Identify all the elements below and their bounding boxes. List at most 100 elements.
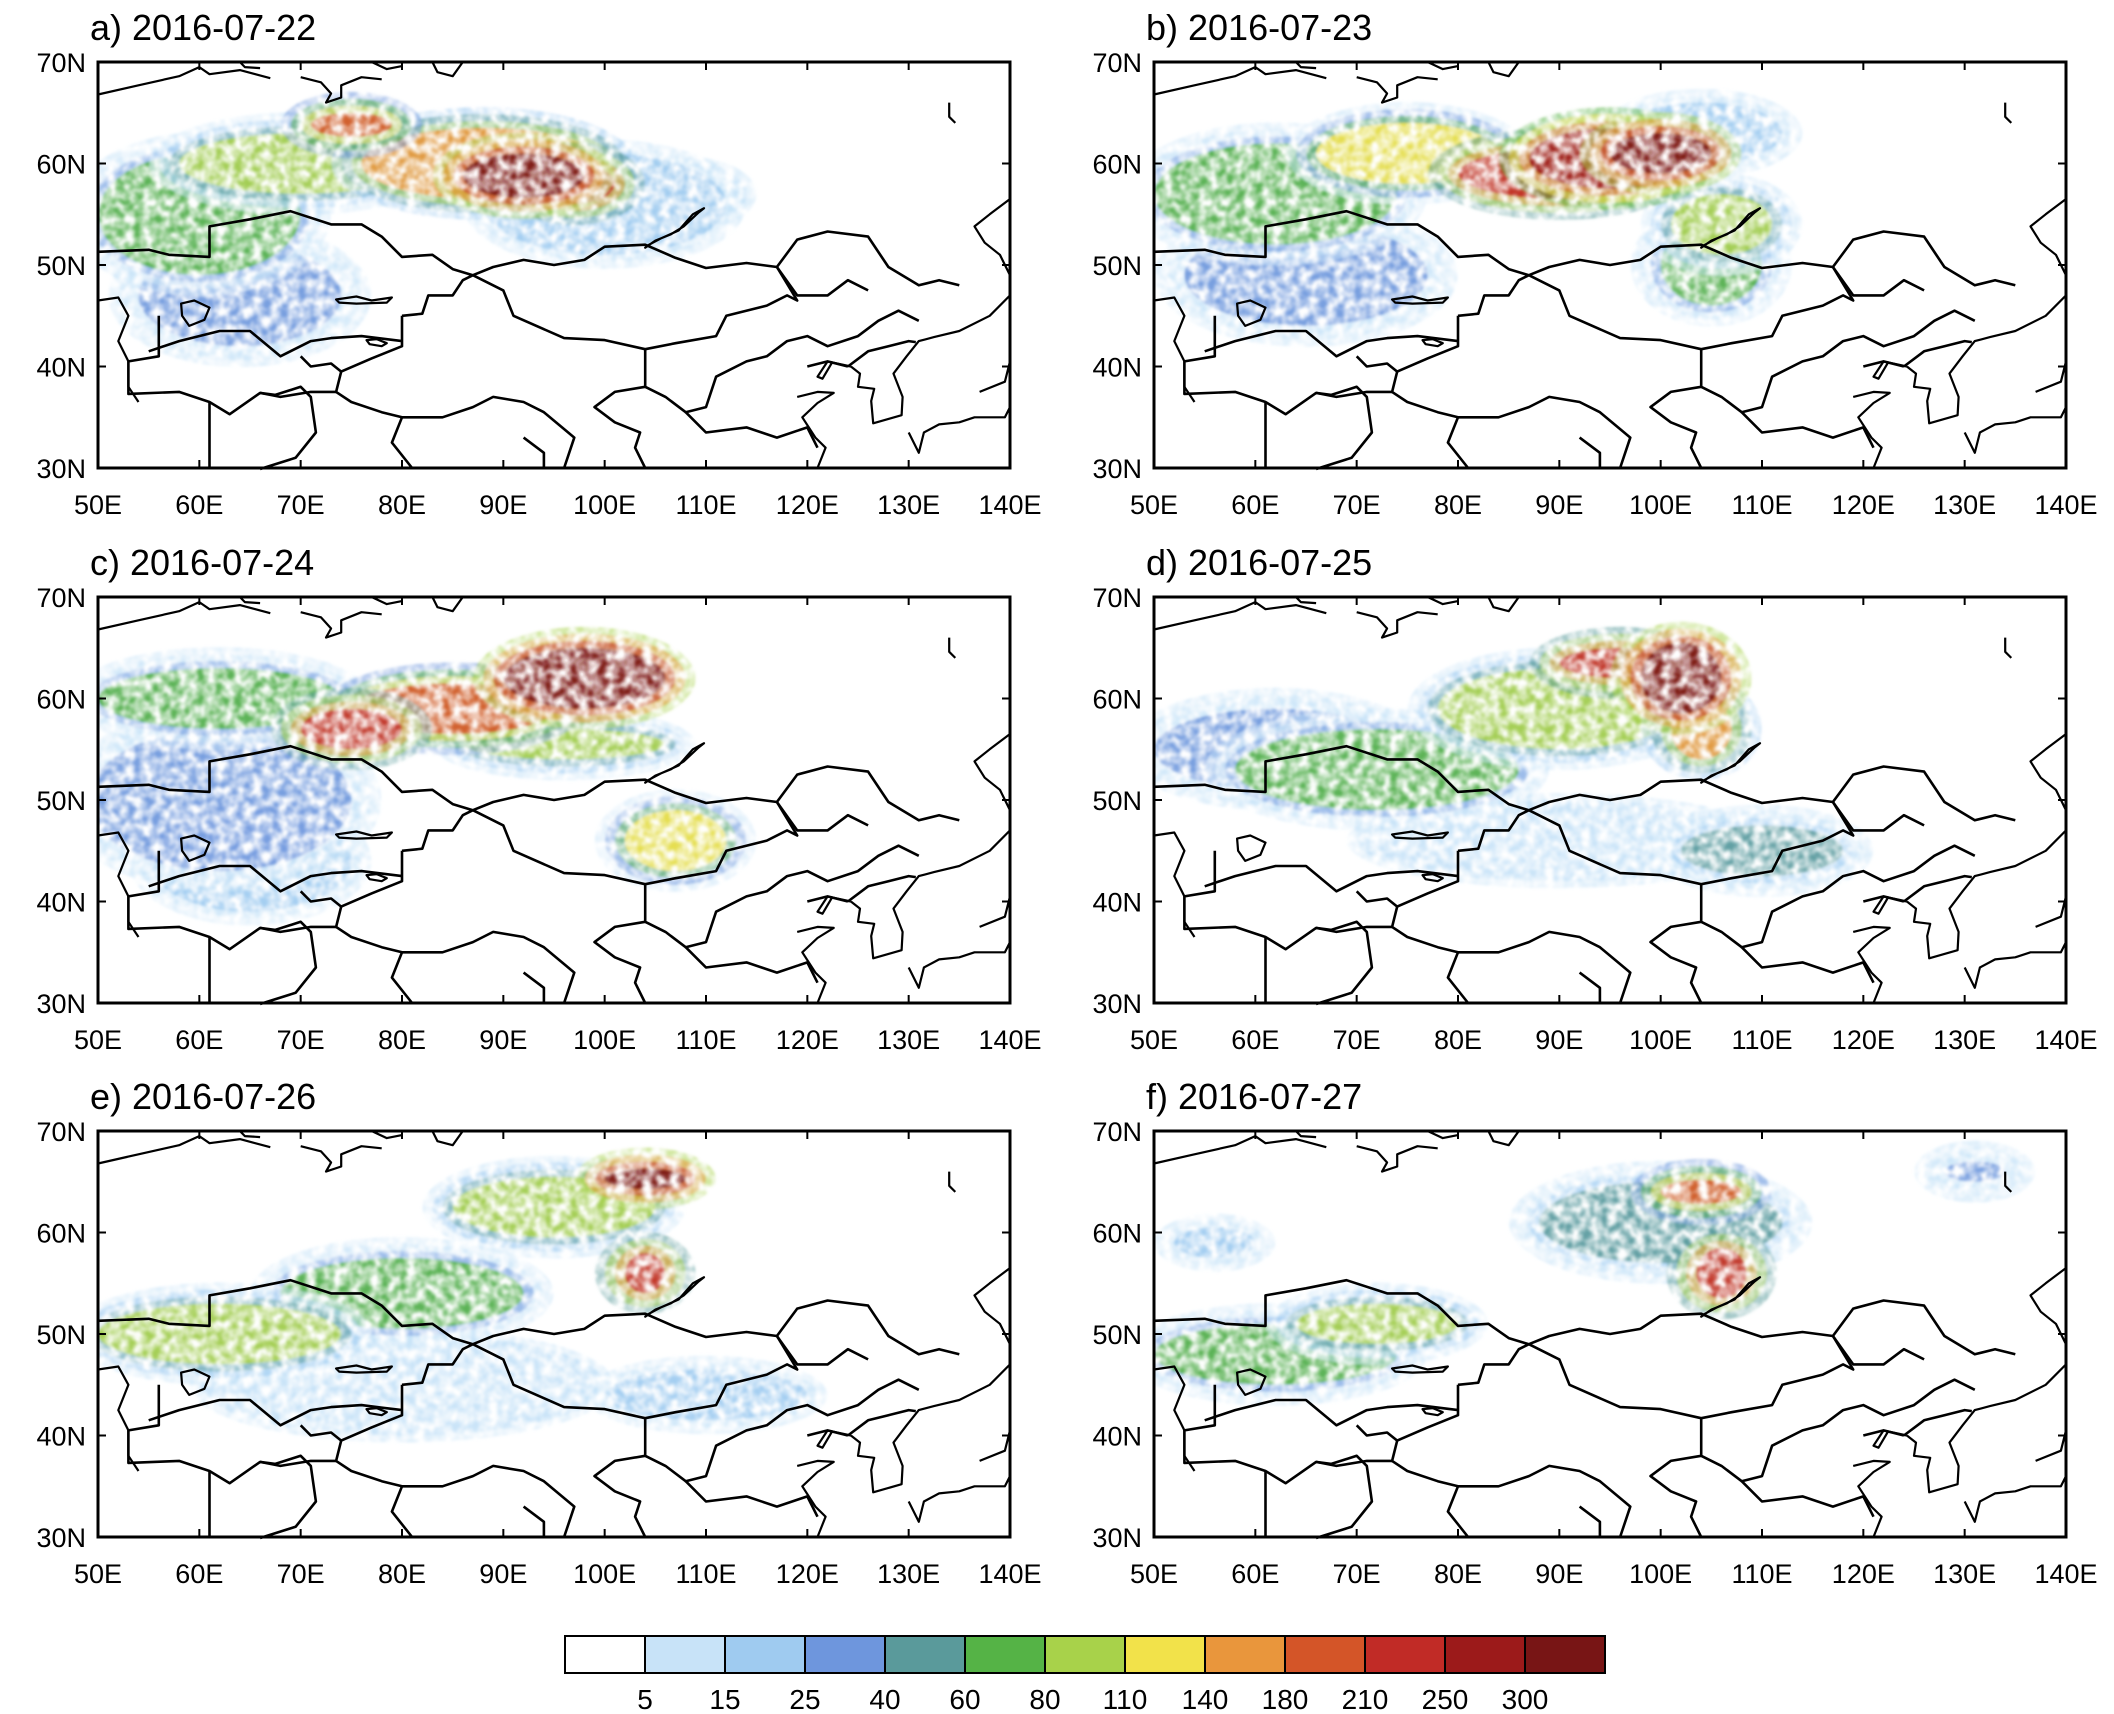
coastline (907, 941, 1011, 989)
panel-e: e) 2016-07-26 70N 60N 50N 40N 30N 50E 60E 70E 8… (36, 1076, 1041, 1589)
country-border (1578, 436, 1602, 468)
lat-tick-label: 70N (36, 583, 86, 613)
lat-tick-label: 30N (1092, 989, 1142, 1019)
country-border (847, 874, 916, 903)
coastline (1872, 360, 1908, 380)
plume-core (1295, 1303, 1458, 1345)
lon-tick-label: 70E (1333, 490, 1381, 520)
plume-core (1944, 1161, 2006, 1182)
lake-outline (365, 873, 388, 883)
country-border (402, 1464, 576, 1538)
lon-tick-label: 80E (1434, 1559, 1482, 1589)
colorbar-swatch (1124, 1635, 1206, 1674)
lon-tick-label: 140E (978, 1025, 1041, 1055)
coastline (2035, 1430, 2068, 1462)
plume-core (1174, 1227, 1256, 1258)
plume-layer-d (1154, 621, 1874, 898)
lon-tick-label: 70E (1333, 1559, 1381, 1589)
plume-core (624, 810, 727, 872)
country-border (472, 1335, 799, 1420)
coastline (850, 1363, 1011, 1494)
lon-tick-label: 100E (573, 1559, 636, 1589)
lake-outline (180, 1368, 211, 1396)
lat-axis-a: 70N 60N 50N 40N 30N (36, 48, 1010, 484)
coastline (1906, 829, 2067, 960)
colorbar-label: 80 (1029, 1684, 1060, 1714)
lon-tick-label: 50E (74, 490, 122, 520)
coastline (2035, 896, 2068, 928)
plume-layer-b (1154, 88, 1803, 347)
country-border (1153, 1278, 2016, 1356)
lat-tick-label: 60N (36, 150, 86, 180)
lat-tick-label: 60N (1092, 685, 1142, 715)
coastline (1356, 1145, 1438, 1173)
plume-core (604, 1369, 808, 1421)
country-border (148, 1398, 403, 1427)
panel-d: d) 2016-07-25 70N 60N 50N 40N 30N 50E 60E 70E 8… (1092, 542, 2097, 1055)
coastline (796, 390, 835, 469)
lon-tick-label: 130E (1933, 490, 1996, 520)
lake-outline (1391, 295, 1449, 305)
plume-core (462, 153, 585, 199)
plume-core (503, 647, 666, 709)
country-border (522, 436, 546, 468)
country-border (334, 1384, 414, 1538)
lon-axis-f: 50E 60E 70E 80E 90E 100E 110E 120E 130E 140E (1130, 1131, 2098, 1589)
plume-core (1670, 193, 1773, 255)
country-border (1315, 385, 1374, 471)
lon-tick-label: 100E (573, 1025, 636, 1055)
lon-tick-label: 120E (1832, 1025, 1895, 1055)
panel-f: f) 2016-07-27 70N 60N 50N 40N 30N 50E 60E 70E 8… (1092, 1076, 2097, 1589)
coastline (1153, 66, 1327, 96)
country-border (402, 930, 576, 1004)
lake-outline (1700, 207, 1762, 249)
lat-axis-c: 70N 60N 50N 40N 30N (36, 583, 1010, 1019)
country-border (684, 411, 819, 449)
country-border (1903, 1408, 1972, 1437)
coastline (1153, 1135, 1327, 1165)
lat-axis-f: 70N 60N 50N 40N 30N (1092, 1117, 2066, 1553)
country-border (1315, 920, 1374, 1006)
lon-tick-label: 70E (277, 1559, 325, 1589)
coastline (2029, 198, 2067, 276)
coastline (1295, 61, 1317, 70)
lon-tick-label: 130E (1933, 1559, 1996, 1589)
coastline (1487, 596, 1520, 613)
coastline (948, 1171, 957, 1193)
lake-outline (180, 834, 211, 862)
country-border (1390, 850, 1470, 1004)
lat-tick-label: 50N (36, 786, 86, 816)
coastline (1872, 895, 1908, 915)
country-border (1740, 411, 1875, 449)
lon-tick-label: 60E (1231, 1559, 1279, 1589)
lat-tick-label: 30N (36, 989, 86, 1019)
country-border (1355, 1424, 1399, 1442)
colorbar-swatch (1204, 1635, 1286, 1674)
country-border (1204, 1398, 1459, 1427)
panel-title-d: d) 2016-07-25 (1146, 542, 1372, 583)
panel-title-a: a) 2016-07-22 (90, 7, 316, 48)
lon-tick-label: 80E (378, 1559, 426, 1589)
country-border (644, 1378, 920, 1483)
lon-axis-c: 50E 60E 70E 80E 90E 100E 110E 120E 130E 140E (74, 597, 1042, 1055)
coastline (1963, 941, 2067, 989)
coastline (979, 1430, 1012, 1462)
country-border (1903, 874, 1972, 903)
lon-tick-label: 140E (2034, 1025, 2097, 1055)
lake-outline (180, 299, 211, 327)
lon-tick-label: 130E (877, 1559, 940, 1589)
coastline (1153, 296, 1196, 403)
lon-tick-label: 140E (978, 1559, 1041, 1589)
lake-outline (335, 830, 393, 840)
country-border (334, 315, 414, 469)
country-border (644, 309, 920, 414)
coastline (796, 1459, 835, 1538)
lon-tick-label: 110E (675, 1559, 736, 1589)
coastline (371, 61, 403, 71)
panel-b: b) 2016-07-23 70N 60N 50N 40N 30N 50E 60E 70E 8… (1092, 7, 2097, 520)
lake-outline (365, 338, 388, 348)
plume-core (624, 1252, 666, 1294)
coastline (816, 360, 852, 380)
country-border (259, 1454, 318, 1540)
